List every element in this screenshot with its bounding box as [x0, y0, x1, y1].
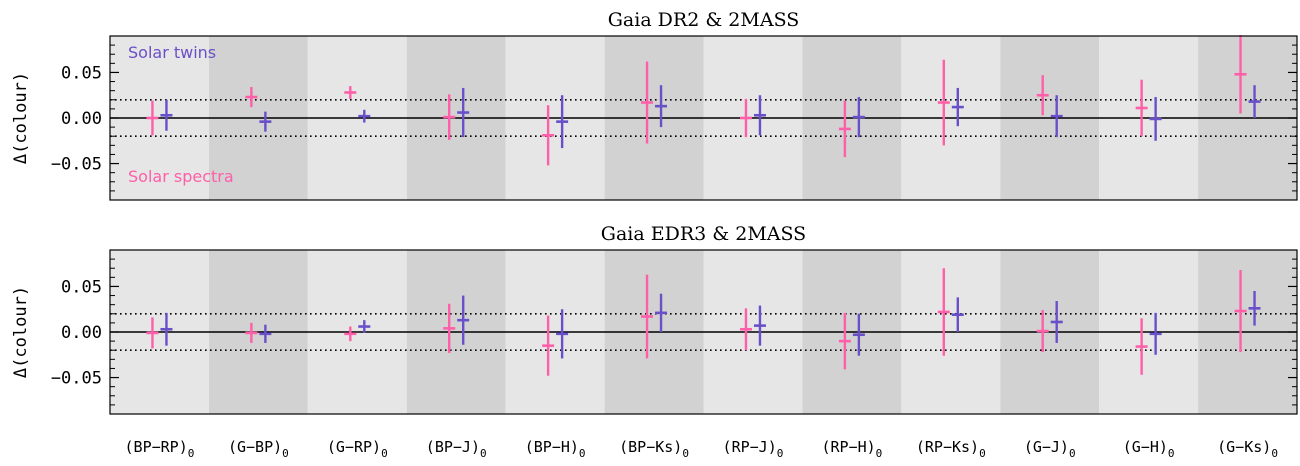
data-point [556, 95, 569, 149]
data-point [1050, 301, 1063, 343]
data-point [937, 59, 950, 146]
data-point [443, 303, 456, 353]
data-point [641, 61, 654, 144]
data-point [344, 86, 357, 99]
data-point [852, 97, 865, 138]
data-point [1248, 291, 1261, 326]
data-point [655, 293, 668, 332]
data-point [1149, 312, 1162, 355]
y-tick-label: 0.05 [61, 277, 102, 297]
data-point [1234, 35, 1247, 114]
reference-lines [110, 98, 1297, 138]
x-category-label: (G−H)0 [1123, 438, 1175, 460]
data-point [1050, 95, 1063, 138]
x-category-label: (BP−RP)0 [125, 438, 195, 460]
panel-edr3: 0.05 0.00 −0.05 Gaia EDR3 & 2MASS Δ(colour… [11, 223, 1298, 415]
y-ticks: 0.05 0.00 −0.05 [51, 44, 1297, 192]
x-category-label: (RP−H)0 [821, 438, 882, 460]
legend-solar-twins: Solar twins [128, 43, 216, 62]
y-axis-label: Δ(colour) [11, 72, 31, 164]
data-point [852, 313, 865, 356]
y-axis-label: Δ(colour) [11, 286, 31, 378]
y-tick-label: −0.05 [51, 369, 102, 389]
legend-solar-spectra: Solar spectra [128, 167, 234, 186]
data-point [457, 87, 470, 138]
data-point [259, 324, 272, 343]
x-category-labels: (BP−RP)0 (G−BP)0 (G−RP)0 (BP−J)0 (BP−H)0 (BP−… [125, 438, 1278, 460]
data-point [556, 309, 569, 359]
y-tick-label: 0.00 [61, 109, 102, 129]
data-point [259, 111, 272, 132]
data-point [245, 322, 258, 343]
data-point [358, 109, 371, 123]
x-category-label: (G−RP)0 [327, 438, 388, 460]
data-point [1135, 79, 1148, 137]
y-tick-label: −0.05 [51, 155, 102, 175]
data-point [146, 317, 159, 349]
x-category-label: (BP−Ks)0 [619, 438, 689, 460]
data-point [160, 312, 173, 346]
x-category-label: (RP−J)0 [723, 438, 784, 460]
data-point [542, 105, 555, 166]
data-point [443, 94, 456, 140]
x-category-label: (BP−J)0 [426, 438, 487, 460]
data-point [753, 305, 766, 346]
data-point [146, 100, 159, 136]
data-point [641, 274, 654, 359]
data-point [655, 85, 668, 128]
data-point [1135, 318, 1148, 375]
data-point [838, 312, 851, 370]
data-point [951, 87, 964, 127]
data-point [344, 326, 357, 342]
x-category-label: (RP−Ks)0 [916, 438, 986, 460]
data-point [245, 87, 258, 108]
data-point [457, 295, 470, 345]
data-points [146, 35, 1261, 166]
data-point [1036, 75, 1049, 116]
data-point [739, 98, 752, 138]
data-points [146, 268, 1261, 376]
data-point [542, 315, 555, 376]
reference-lines [110, 312, 1297, 352]
x-category-label: (G−Ks)0 [1217, 438, 1278, 460]
data-point [951, 297, 964, 332]
x-category-label: (BP−H)0 [525, 438, 586, 460]
x-category-label: (G−BP)0 [228, 438, 289, 460]
data-point [937, 268, 950, 356]
x-category-label: (G−J)0 [1024, 438, 1076, 460]
panel-title: Gaia DR2 & 2MASS [608, 9, 800, 31]
data-point [838, 100, 851, 158]
data-point [160, 99, 173, 131]
data-point [358, 320, 371, 333]
panel-title: Gaia EDR3 & 2MASS [601, 223, 806, 245]
y-tick-label: 0.05 [61, 63, 102, 83]
data-point [1036, 310, 1049, 353]
data-point [753, 95, 766, 136]
y-tick-label: 0.00 [61, 323, 102, 343]
panel-dr2: 0.05 0.00 −0.05 Gaia DR2 & 2MASS Δ(colour)… [11, 9, 1298, 201]
data-point [1149, 97, 1162, 141]
y-ticks: 0.05 0.00 −0.05 [51, 258, 1297, 406]
data-point [1234, 270, 1247, 353]
data-point [739, 308, 752, 351]
data-point [1248, 85, 1261, 118]
